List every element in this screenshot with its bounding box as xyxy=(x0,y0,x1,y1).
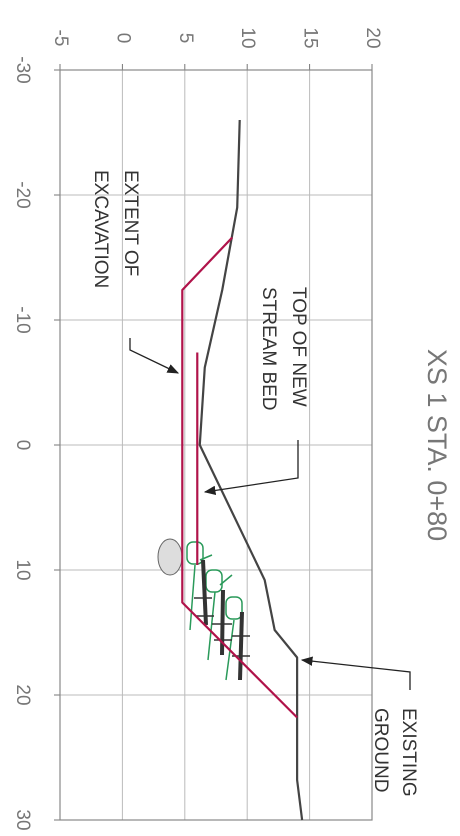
x-tick-label: -30 xyxy=(12,56,33,83)
x-tick-label: 30 xyxy=(12,809,33,830)
x-tick-label: 10 xyxy=(12,559,33,580)
leaders xyxy=(129,338,411,690)
stakes xyxy=(194,597,250,657)
grid xyxy=(54,64,373,821)
annotation: STREAM BED xyxy=(258,287,279,411)
x-tick-label: -10 xyxy=(12,306,33,333)
y-tick-label: -5 xyxy=(50,30,71,47)
leader xyxy=(203,440,299,496)
y-tick-label: 5 xyxy=(175,33,196,44)
annotation: EXTENT OF xyxy=(120,170,141,276)
x-tick-label: 0 xyxy=(12,440,33,451)
annotation: EXISTING xyxy=(398,708,419,797)
chart-title: XS 1 STA. 0+80 xyxy=(422,349,452,541)
x-tick-label: 20 xyxy=(12,684,33,705)
y-tick-label: 0 xyxy=(112,33,133,44)
series-line xyxy=(181,236,298,719)
x-tick-label: -20 xyxy=(12,181,33,208)
stems xyxy=(201,559,244,681)
series-line xyxy=(198,119,304,821)
plants xyxy=(186,541,243,681)
leader xyxy=(300,656,411,690)
y-tick-label: 10 xyxy=(237,27,258,48)
plantings xyxy=(157,538,250,681)
annotation: EXCAVATION xyxy=(90,170,111,288)
leader xyxy=(129,338,180,374)
plot-frame xyxy=(59,69,373,821)
y-tick-label: 20 xyxy=(362,27,383,48)
y-tick-label: 15 xyxy=(300,27,321,48)
boulder xyxy=(157,538,183,576)
lines xyxy=(181,119,304,821)
annotation: GROUND xyxy=(370,708,391,792)
annotation: TOP OF NEW xyxy=(288,287,309,407)
